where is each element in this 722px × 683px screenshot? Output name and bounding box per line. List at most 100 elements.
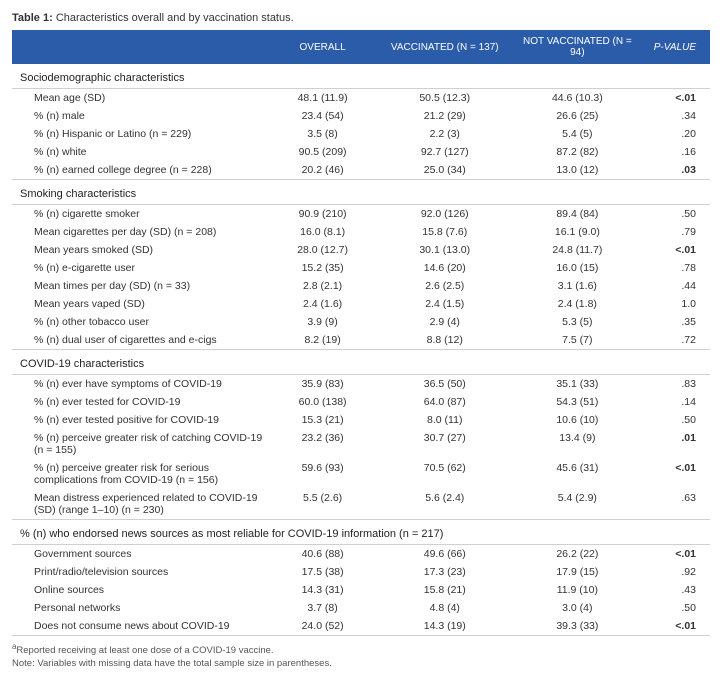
row-label: Print/radio/television sources — [12, 563, 270, 581]
characteristics-table: OVERALL VACCINATED (N = 137) NOT VACCINA… — [12, 30, 710, 636]
table-row: Online sources14.3 (31)15.8 (21)11.9 (10… — [12, 581, 710, 599]
cell-vaccinated: 25.0 (34) — [375, 161, 515, 180]
table-end-separator — [12, 635, 710, 636]
section-title-row: Smoking characteristics — [12, 180, 710, 205]
section-title: Smoking characteristics — [12, 180, 710, 205]
row-label: % (n) cigarette smoker — [12, 205, 270, 224]
row-label: % (n) Hispanic or Latino (n = 229) — [12, 125, 270, 143]
footnote-a-text: Reported receiving at least one dose of … — [16, 645, 273, 656]
cell-vaccinated: 92.7 (127) — [375, 143, 515, 161]
cell-pvalue: .63 — [640, 489, 710, 520]
cell-vaccinated: 5.6 (2.4) — [375, 489, 515, 520]
cell-not-vaccinated: 44.6 (10.3) — [515, 89, 641, 108]
cell-not-vaccinated: 17.9 (15) — [515, 563, 641, 581]
cell-pvalue: .16 — [640, 143, 710, 161]
col-not-vaccinated: NOT VACCINATED (N = 94) — [515, 30, 641, 64]
col-pvalue: P-VALUE — [640, 30, 710, 64]
cell-vaccinated: 2.9 (4) — [375, 313, 515, 331]
cell-not-vaccinated: 54.3 (51) — [515, 393, 641, 411]
table-row: Mean cigarettes per day (SD) (n = 208)16… — [12, 223, 710, 241]
cell-not-vaccinated: 10.6 (10) — [515, 411, 641, 429]
row-label: Personal networks — [12, 599, 270, 617]
row-label: Online sources — [12, 581, 270, 599]
cell-pvalue: <.01 — [640, 459, 710, 489]
row-label: % (n) other tobacco user — [12, 313, 270, 331]
cell-overall: 8.2 (19) — [270, 331, 375, 350]
cell-vaccinated: 2.6 (2.5) — [375, 277, 515, 295]
section-title: Sociodemographic characteristics — [12, 64, 710, 88]
cell-overall: 60.0 (138) — [270, 393, 375, 411]
cell-pvalue: .50 — [640, 205, 710, 224]
col-blank — [12, 30, 270, 64]
cell-not-vaccinated: 13.4 (9) — [515, 429, 641, 459]
row-label: Mean years vaped (SD) — [12, 295, 270, 313]
cell-not-vaccinated: 39.3 (33) — [515, 617, 641, 635]
table-row: % (n) Hispanic or Latino (n = 229)3.5 (8… — [12, 125, 710, 143]
row-label: Mean age (SD) — [12, 89, 270, 108]
cell-pvalue: <.01 — [640, 241, 710, 259]
cell-not-vaccinated: 16.1 (9.0) — [515, 223, 641, 241]
table-row: Personal networks3.7 (8)4.8 (4)3.0 (4).5… — [12, 599, 710, 617]
row-label: % (n) male — [12, 107, 270, 125]
table-row: Print/radio/television sources17.5 (38)1… — [12, 563, 710, 581]
table-row: % (n) perceive greater risk for serious … — [12, 459, 710, 489]
table-row: Mean times per day (SD) (n = 33)2.8 (2.1… — [12, 277, 710, 295]
table-row: Mean years smoked (SD)28.0 (12.7)30.1 (1… — [12, 241, 710, 259]
cell-overall: 2.4 (1.6) — [270, 295, 375, 313]
cell-overall: 35.9 (83) — [270, 375, 375, 394]
cell-not-vaccinated: 89.4 (84) — [515, 205, 641, 224]
cell-vaccinated: 8.0 (11) — [375, 411, 515, 429]
cell-overall: 15.2 (35) — [270, 259, 375, 277]
section-title-row: Sociodemographic characteristics — [12, 64, 710, 88]
row-label: % (n) dual user of cigarettes and e-cigs — [12, 331, 270, 350]
cell-not-vaccinated: 5.4 (5) — [515, 125, 641, 143]
row-label: Does not consume news about COVID-19 — [12, 617, 270, 635]
cell-vaccinated: 64.0 (87) — [375, 393, 515, 411]
cell-not-vaccinated: 3.0 (4) — [515, 599, 641, 617]
row-label: Mean distress experienced related to COV… — [12, 489, 270, 520]
cell-not-vaccinated: 87.2 (82) — [515, 143, 641, 161]
cell-not-vaccinated: 5.3 (5) — [515, 313, 641, 331]
cell-not-vaccinated: 16.0 (15) — [515, 259, 641, 277]
row-label: % (n) white — [12, 143, 270, 161]
cell-overall: 90.9 (210) — [270, 205, 375, 224]
table-header-row: OVERALL VACCINATED (N = 137) NOT VACCINA… — [12, 30, 710, 64]
cell-overall: 24.0 (52) — [270, 617, 375, 635]
cell-overall: 23.4 (54) — [270, 107, 375, 125]
cell-vaccinated: 17.3 (23) — [375, 563, 515, 581]
cell-pvalue: .44 — [640, 277, 710, 295]
row-label: Government sources — [12, 545, 270, 564]
footnote-block: aReported receiving at least one dose of… — [12, 642, 710, 671]
cell-overall: 48.1 (11.9) — [270, 89, 375, 108]
cell-pvalue: .50 — [640, 411, 710, 429]
cell-not-vaccinated: 11.9 (10) — [515, 581, 641, 599]
col-vaccinated: VACCINATED (N = 137) — [375, 30, 515, 64]
table-row: Mean age (SD)48.1 (11.9)50.5 (12.3)44.6 … — [12, 89, 710, 108]
table-title-text: Characteristics overall and by vaccinati… — [56, 12, 294, 24]
cell-overall: 40.6 (88) — [270, 545, 375, 564]
cell-pvalue: .83 — [640, 375, 710, 394]
col-overall: OVERALL — [270, 30, 375, 64]
cell-not-vaccinated: 26.6 (25) — [515, 107, 641, 125]
cell-overall: 5.5 (2.6) — [270, 489, 375, 520]
cell-vaccinated: 14.3 (19) — [375, 617, 515, 635]
cell-overall: 15.3 (21) — [270, 411, 375, 429]
cell-pvalue: <.01 — [640, 617, 710, 635]
cell-overall: 23.2 (36) — [270, 429, 375, 459]
footnote-a: aReported receiving at least one dose of… — [12, 642, 710, 658]
cell-pvalue: .03 — [640, 161, 710, 180]
cell-pvalue: .35 — [640, 313, 710, 331]
table-row: % (n) dual user of cigarettes and e-cigs… — [12, 331, 710, 350]
table-row: % (n) earned college degree (n = 228)20.… — [12, 161, 710, 180]
section-title: COVID-19 characteristics — [12, 350, 710, 375]
cell-vaccinated: 30.7 (27) — [375, 429, 515, 459]
table-row: Mean years vaped (SD)2.4 (1.6)2.4 (1.5)2… — [12, 295, 710, 313]
cell-overall: 59.6 (93) — [270, 459, 375, 489]
cell-not-vaccinated: 26.2 (22) — [515, 545, 641, 564]
table-row: % (n) cigarette smoker90.9 (210)92.0 (12… — [12, 205, 710, 224]
cell-pvalue: .34 — [640, 107, 710, 125]
row-label: Mean years smoked (SD) — [12, 241, 270, 259]
table-row: Mean distress experienced related to COV… — [12, 489, 710, 520]
cell-vaccinated: 50.5 (12.3) — [375, 89, 515, 108]
cell-vaccinated: 92.0 (126) — [375, 205, 515, 224]
